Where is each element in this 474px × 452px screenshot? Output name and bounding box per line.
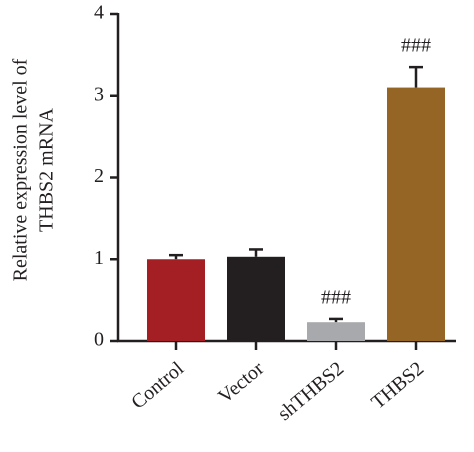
bar (147, 259, 205, 341)
x-tick-label: THBS2 (367, 357, 428, 413)
y-tick-label: 2 (94, 165, 104, 187)
x-tick-label: Control (127, 357, 188, 413)
x-tick-label: shTHBS2 (274, 357, 349, 425)
bar (387, 87, 445, 341)
y-tick-label: 1 (94, 247, 104, 269)
bar (227, 256, 285, 341)
y-tick-label: 0 (94, 329, 104, 351)
annotation: ### (401, 35, 431, 57)
x-tick-label: Vector (214, 357, 268, 408)
y-tick-label: 4 (94, 2, 104, 24)
bar (307, 322, 365, 341)
y-axis-label: Relative expression level of (10, 58, 32, 281)
y-tick-label: 3 (94, 83, 104, 105)
y-axis-label: THBS2 mRNA (36, 107, 58, 231)
annotation: ### (321, 287, 351, 309)
